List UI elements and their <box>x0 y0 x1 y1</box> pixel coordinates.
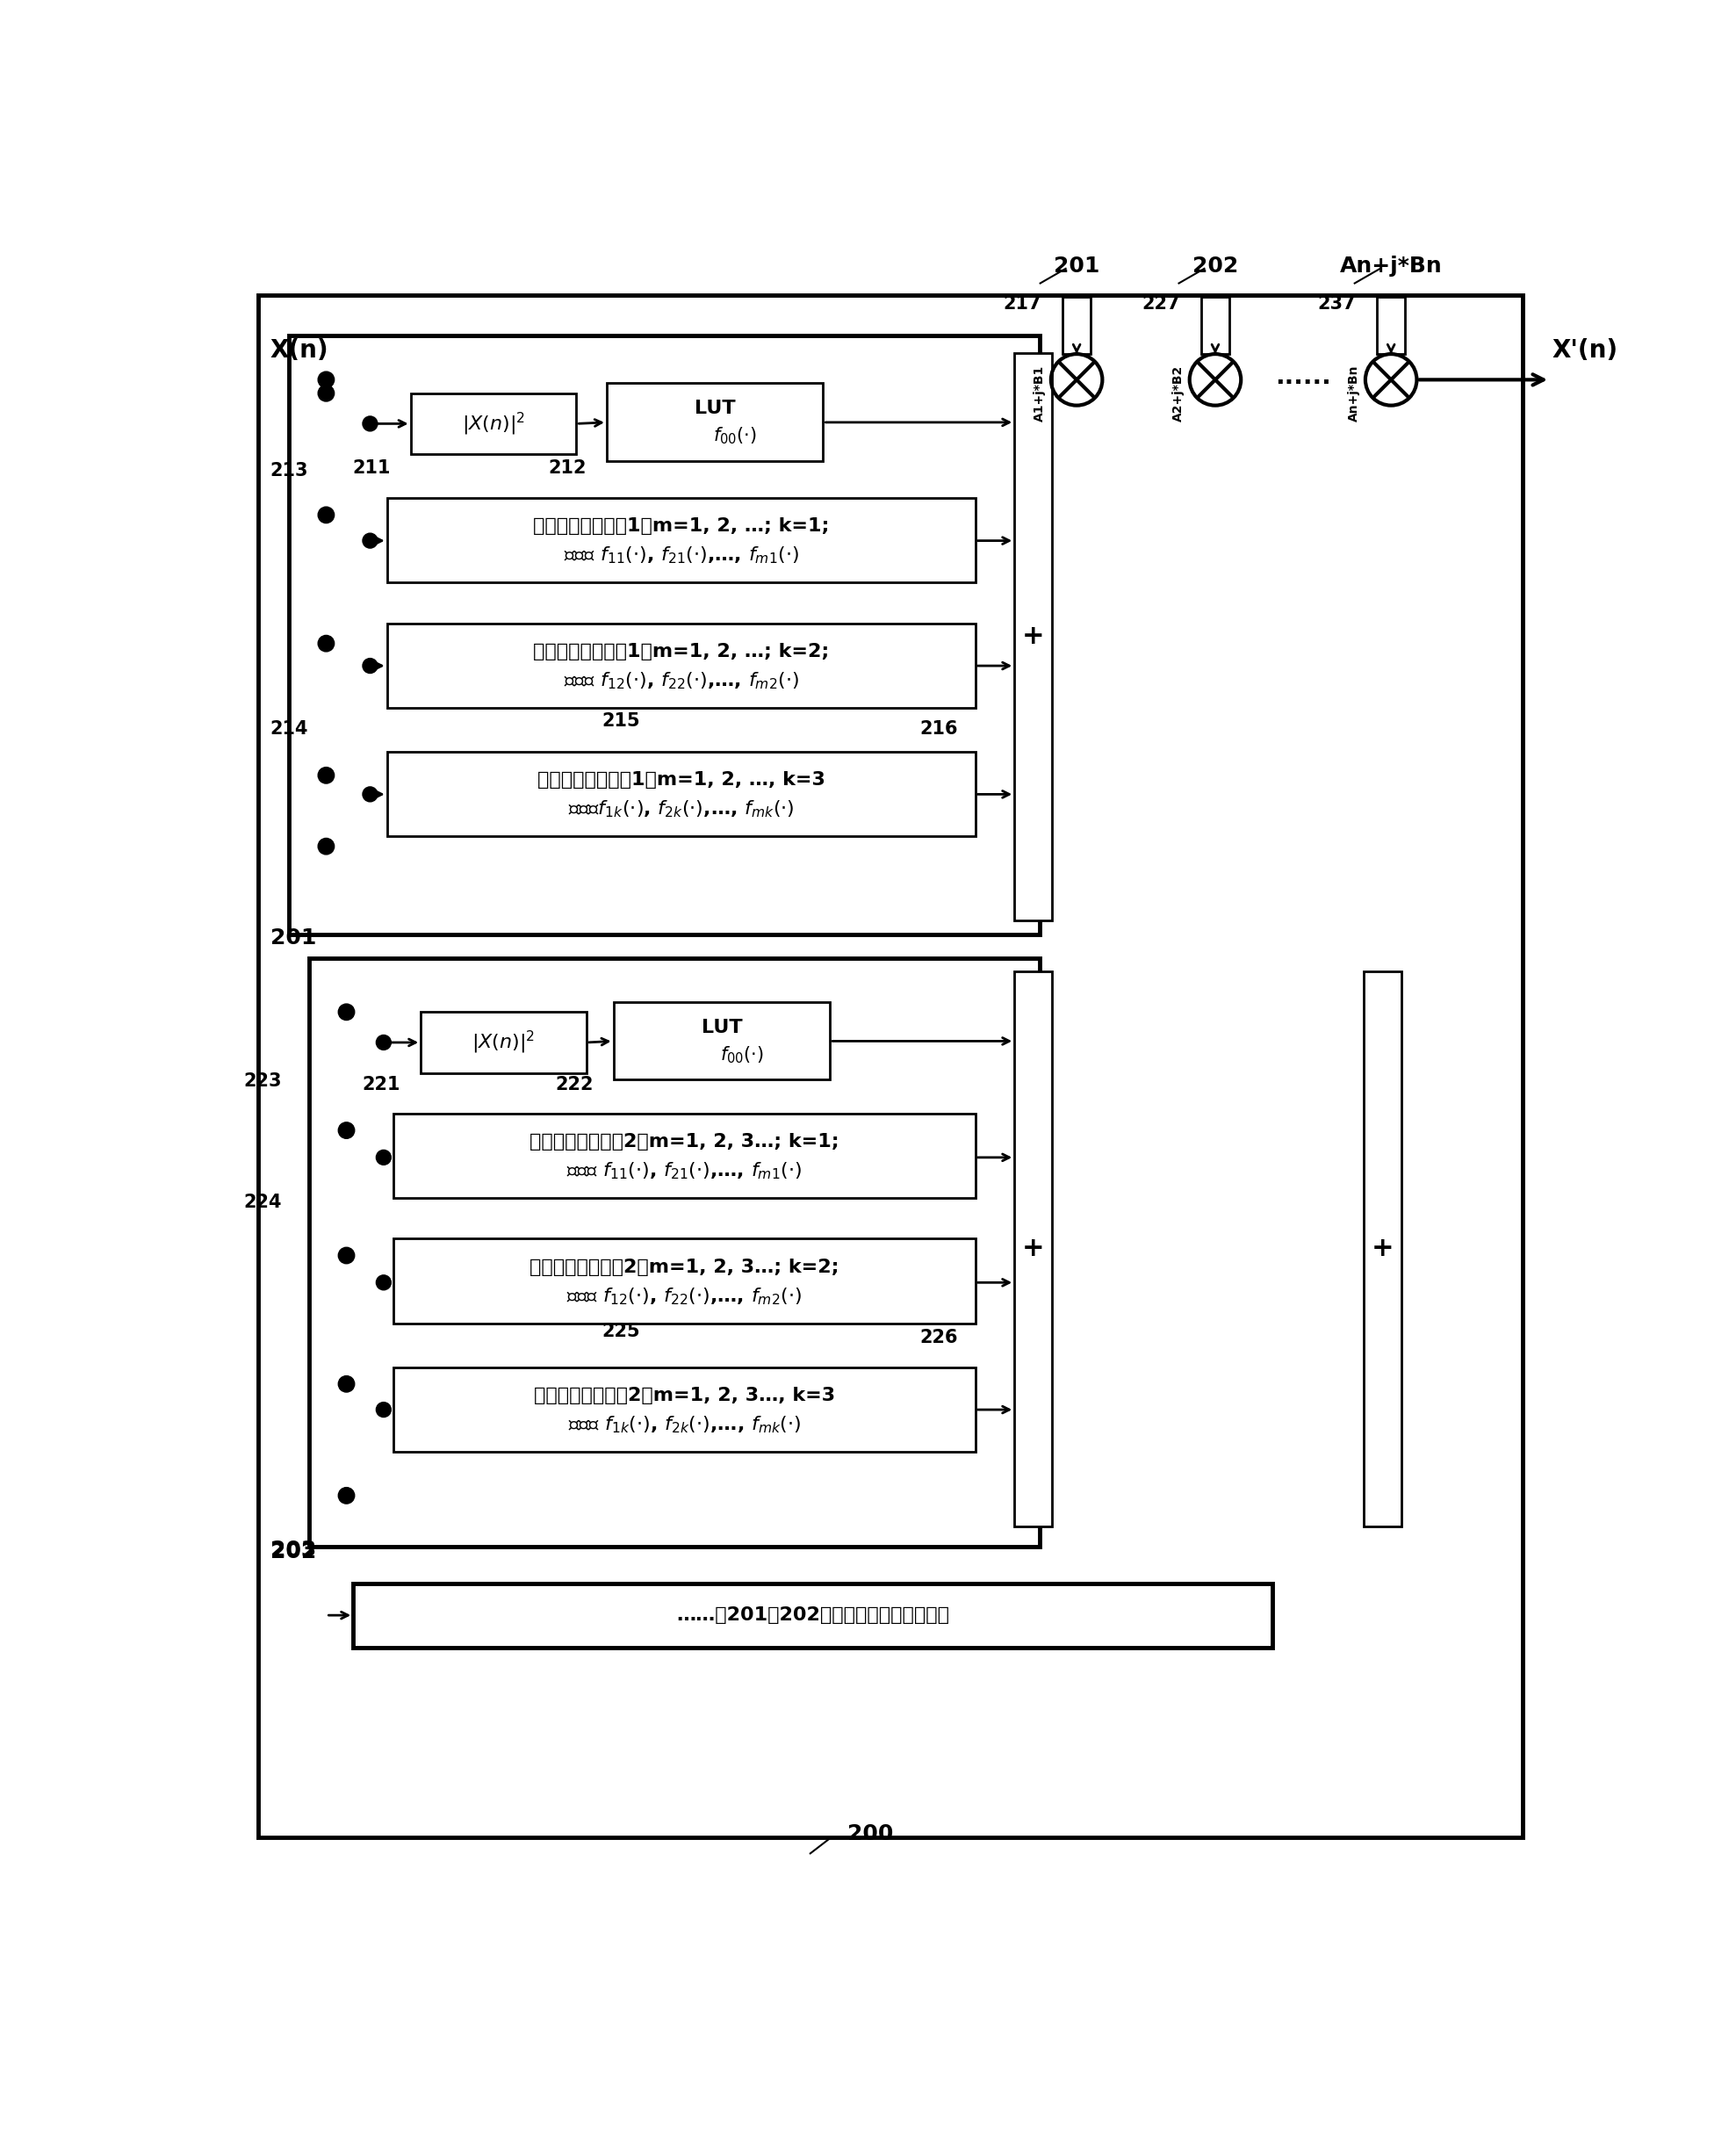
Text: 222: 222 <box>556 1077 594 1094</box>
Text: 216: 216 <box>920 720 958 737</box>
Text: 202: 202 <box>271 1542 316 1563</box>
Text: 237: 237 <box>1318 295 1356 312</box>
Text: 221: 221 <box>363 1077 401 1094</box>
Circle shape <box>339 1247 354 1264</box>
Bar <box>394 1367 976 1451</box>
Text: 227: 227 <box>1142 295 1180 312</box>
Text: 226: 226 <box>920 1329 958 1346</box>
Bar <box>394 1114 976 1198</box>
Circle shape <box>377 1275 391 1290</box>
Text: +: + <box>1021 624 1043 649</box>
Text: 202: 202 <box>1193 256 1238 277</box>
Bar <box>387 752 976 836</box>
Bar <box>1201 297 1229 355</box>
Bar <box>1364 972 1401 1526</box>
Circle shape <box>339 1004 354 1019</box>
Circle shape <box>318 636 335 651</box>
Text: 系数为$f_{1k}(\cdot)$, $f_{2k}(\cdot)$,…, $f_{mk}(\cdot)$: 系数为$f_{1k}(\cdot)$, $f_{2k}(\cdot)$,…, $… <box>568 800 795 819</box>
Circle shape <box>318 372 335 387</box>
Text: An+j*Bn: An+j*Bn <box>1347 366 1359 421</box>
Text: $f_{00}(\cdot)$: $f_{00}(\cdot)$ <box>720 1045 764 1064</box>
Circle shape <box>318 385 335 402</box>
Circle shape <box>363 417 377 432</box>
Text: $|X(n)|^2$: $|X(n)|^2$ <box>462 411 524 436</box>
Text: 201: 201 <box>271 927 316 948</box>
Circle shape <box>318 768 335 783</box>
Text: ......: ...... <box>1276 363 1332 389</box>
Text: 212: 212 <box>549 460 587 477</box>
Text: 211: 211 <box>352 460 391 477</box>
Circle shape <box>339 1488 354 1503</box>
Text: +: + <box>1021 1236 1043 1262</box>
Text: 非线性横向滤波器1，m=1, 2, …, k=3: 非线性横向滤波器1，m=1, 2, …, k=3 <box>536 772 825 789</box>
Bar <box>288 335 1040 935</box>
Circle shape <box>339 1122 354 1140</box>
Text: 系数为 $f_{11}(\cdot)$, $f_{21}(\cdot)$,…, $f_{m1}(\cdot)$: 系数为 $f_{11}(\cdot)$, $f_{21}(\cdot)$,…, … <box>564 546 799 565</box>
Text: 非线性横向滤波器1，m=1, 2, …; k=2;: 非线性横向滤波器1，m=1, 2, …; k=2; <box>533 643 830 660</box>
Text: 200: 200 <box>847 1823 894 1845</box>
Text: 215: 215 <box>602 712 641 731</box>
Bar <box>387 499 976 583</box>
Text: A2+j*B2: A2+j*B2 <box>1172 366 1184 421</box>
Circle shape <box>363 787 377 802</box>
Bar <box>613 1002 830 1079</box>
Circle shape <box>363 658 377 673</box>
Circle shape <box>377 1402 391 1417</box>
Bar <box>411 393 576 454</box>
Bar <box>309 959 1040 1546</box>
Text: 非线性横向滤波器2，m=1, 2, 3…; k=1;: 非线性横向滤波器2，m=1, 2, 3…; k=1; <box>529 1133 838 1150</box>
Text: 系数为 $f_{11}(\cdot)$, $f_{21}(\cdot)$,…, $f_{m1}(\cdot)$: 系数为 $f_{11}(\cdot)$, $f_{21}(\cdot)$,…, … <box>566 1161 802 1180</box>
Text: $f_{00}(\cdot)$: $f_{00}(\cdot)$ <box>713 426 757 447</box>
Text: 非线性横向滤波器1，m=1, 2, …; k=1;: 非线性横向滤波器1，m=1, 2, …; k=1; <box>533 518 830 535</box>
Circle shape <box>377 1150 391 1165</box>
Text: X'(n): X'(n) <box>1552 338 1618 363</box>
Bar <box>352 1585 1272 1647</box>
Text: ……如201，202所示功能部件的多次重复: ……如201，202所示功能部件的多次重复 <box>677 1606 950 1623</box>
Text: An+j*Bn: An+j*Bn <box>1340 256 1443 277</box>
Circle shape <box>377 1034 391 1049</box>
Bar <box>1062 297 1090 355</box>
Bar <box>420 1013 587 1073</box>
Bar <box>1014 353 1052 920</box>
Bar <box>608 383 823 460</box>
Text: 214: 214 <box>271 720 309 737</box>
Text: 203: 203 <box>271 1539 316 1561</box>
Text: 224: 224 <box>245 1193 283 1213</box>
Bar <box>1377 297 1404 355</box>
Circle shape <box>318 838 335 854</box>
Text: 非线性横向滤波器2，m=1, 2, 3…, k=3: 非线性横向滤波器2，m=1, 2, 3…, k=3 <box>535 1387 835 1404</box>
Text: 225: 225 <box>602 1322 641 1339</box>
Text: 非线性横向滤波器2，m=1, 2, 3…; k=2;: 非线性横向滤波器2，m=1, 2, 3…; k=2; <box>529 1258 838 1275</box>
Bar <box>394 1238 976 1322</box>
Text: LUT: LUT <box>694 400 736 417</box>
Bar <box>1014 972 1052 1526</box>
Text: 系数为 $f_{12}(\cdot)$, $f_{22}(\cdot)$,…, $f_{m2}(\cdot)$: 系数为 $f_{12}(\cdot)$, $f_{22}(\cdot)$,…, … <box>566 1286 802 1307</box>
Circle shape <box>363 533 377 548</box>
Circle shape <box>318 507 335 522</box>
Circle shape <box>339 1376 354 1391</box>
Text: $|X(n)|^2$: $|X(n)|^2$ <box>472 1030 535 1056</box>
Text: A1+j*B1: A1+j*B1 <box>1033 366 1045 421</box>
Text: 213: 213 <box>271 462 309 479</box>
Text: +: + <box>1371 1236 1394 1262</box>
Text: 系数为 $f_{12}(\cdot)$, $f_{22}(\cdot)$,…, $f_{m2}(\cdot)$: 系数为 $f_{12}(\cdot)$, $f_{22}(\cdot)$,…, … <box>564 671 799 690</box>
Text: X(n): X(n) <box>271 338 328 363</box>
Text: LUT: LUT <box>701 1019 743 1036</box>
Text: 217: 217 <box>1003 295 1042 312</box>
Text: 201: 201 <box>1054 256 1099 277</box>
Text: 223: 223 <box>245 1073 283 1090</box>
Text: 系数为 $f_{1k}(\cdot)$, $f_{2k}(\cdot)$,…, $f_{mk}(\cdot)$: 系数为 $f_{1k}(\cdot)$, $f_{2k}(\cdot)$,…, … <box>568 1415 800 1434</box>
Bar <box>387 624 976 707</box>
